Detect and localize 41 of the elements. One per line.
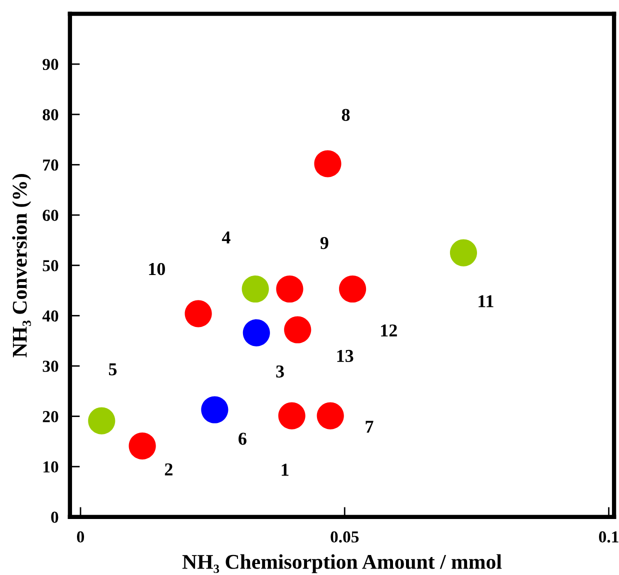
y-tick-label: 70 [43,159,58,171]
annotation: 9 [320,236,328,250]
x-tick-label: 0.1 [598,531,618,543]
y-axis-title: NH₃ Conversion (%) [12,174,32,358]
point [339,275,366,303]
point [128,432,156,460]
annotation: 10 [149,262,165,276]
x-tick-label: 0.05 [330,531,359,543]
y-tick-label: 80 [42,109,58,120]
annotation: 7 [366,420,374,433]
annotation: 11 [478,295,494,308]
y-tick-label: 0 [51,512,58,523]
x-tick-label: 0 [76,531,84,543]
x-axis-title: NH₃ Chemisorption Amount / mmol [182,554,502,574]
point [184,300,212,328]
y-tick-label: 30 [42,360,58,372]
point [284,316,312,344]
annotation: 4 [222,231,230,244]
y-tick-label: 10 [44,461,58,473]
annotation: 8 [342,108,350,122]
annotation: 6 [238,432,246,445]
y-tick-label: 50 [42,260,58,272]
annotation: 5 [108,363,117,376]
y-tick-label: 40 [42,310,58,322]
annotation: 1 [282,464,288,476]
annotation: 12 [381,324,397,336]
y-tick-label: 20 [42,411,58,422]
annotation: 3 [276,365,284,378]
point [316,402,344,430]
point [242,275,269,303]
point [278,402,306,430]
point [276,275,304,303]
annotation: 2 [164,463,172,476]
point [314,150,342,178]
point [88,407,116,434]
point [450,239,478,266]
point [201,396,228,424]
y-tick-label: 60 [42,210,58,221]
y-tick-label: 90 [42,58,58,70]
annotation: 13 [337,350,354,362]
point [242,319,270,346]
